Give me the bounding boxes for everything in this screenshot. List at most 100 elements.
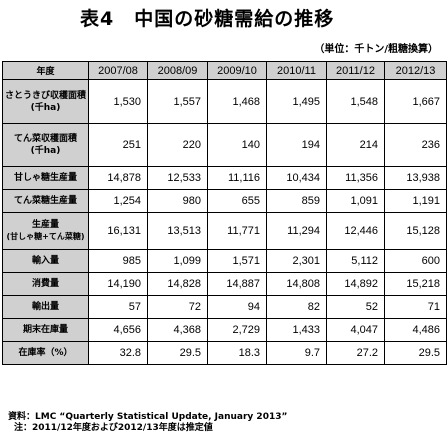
table-cell: 4,656	[88, 318, 148, 342]
estimate-note: 注：2011/12年度および2012/13年度は推定値	[14, 423, 213, 433]
row-header: 生産量 (甘しゃ糖+てん菜糖)	[2, 212, 89, 250]
row-header: 輸出量	[2, 295, 89, 319]
table-cell: 14,892	[326, 272, 385, 296]
row-sublabel: (甘しゃ糖+てん菜糖)	[6, 232, 85, 241]
row-header: さとうきび収穫面積 (千ha)	[2, 79, 89, 124]
table-title: 表4 中国の砂糖需給の推移	[80, 8, 335, 30]
table-cell: 1,557	[147, 79, 208, 124]
table-cell: 1,191	[384, 189, 447, 213]
table-cell: 14,887	[207, 272, 267, 296]
table-cell: 236	[384, 123, 447, 167]
table-cell: 1,099	[147, 249, 208, 273]
row-label: 消費量	[31, 279, 59, 289]
table-cell: 94	[207, 295, 267, 319]
footnotes: 資料：LMC “Quarterly Statistical Update, Ja…	[8, 412, 287, 434]
row-header: 期末在庫量	[2, 318, 89, 342]
table-cell: 29.5	[147, 341, 208, 365]
table-cell: 72	[147, 295, 208, 319]
table-cell: 16,131	[88, 212, 148, 250]
row-label: てん菜収穫面積	[13, 134, 77, 144]
table-cell: 13,513	[147, 212, 208, 250]
table-cell: 4,486	[384, 318, 447, 342]
table-row: てん菜糖生産量 1,254 980 655 859 1,091 1,191	[2, 189, 447, 213]
table-cell: 5,112	[326, 249, 385, 273]
table-row: 輸出量 57 72 94 82 52 71	[2, 295, 447, 319]
table-cell: 18.3	[207, 341, 267, 365]
row-label: さとうきび収穫面積	[4, 90, 86, 101]
table-cell: 600	[384, 249, 447, 273]
table-cell: 655	[207, 189, 267, 213]
table-cell: 985	[88, 249, 148, 273]
column-header: 2009/10	[207, 61, 267, 80]
column-header: 2010/11	[266, 61, 327, 80]
table-cell: 859	[266, 189, 327, 213]
table-cell: 1,433	[266, 318, 327, 342]
table-cell: 4,047	[326, 318, 385, 342]
column-header: 2011/12	[326, 61, 385, 80]
table-row: 輸入量 985 1,099 1,571 2,301 5,112 600	[2, 249, 447, 273]
table-cell: 2,301	[266, 249, 327, 273]
row-unit: (千ha)	[30, 146, 61, 156]
corner-header: 年度	[2, 61, 89, 80]
table-row: 生産量 (甘しゃ糖+てん菜糖) 16,131 13,513 11,771 11,2…	[2, 212, 447, 250]
table-cell: 2,729	[207, 318, 267, 342]
table-cell: 1,495	[266, 79, 327, 124]
row-label: てん菜糖生産量	[13, 196, 77, 206]
table-cell: 194	[266, 123, 327, 167]
row-header: 甘しゃ糖生産量	[2, 166, 89, 190]
row-header: てん菜糖生産量	[2, 189, 89, 213]
table-cell: 4,368	[147, 318, 208, 342]
table-row: 甘しゃ糖生産量 14,878 12,533 11,116 10,434 11,3…	[2, 166, 447, 190]
table-cell: 1,667	[384, 79, 447, 124]
sugar-supply-demand-table: 年度 2007/08 2008/09 2009/10 2010/11 2011/…	[2, 61, 447, 365]
table-cell: 29.5	[384, 341, 447, 365]
table-row: てん菜収穫面積 (千ha) 251 220 140 194 214 236	[2, 123, 447, 167]
table-cell: 1,468	[207, 79, 267, 124]
table-cell: 1,091	[326, 189, 385, 213]
row-header: てん菜収穫面積 (千ha)	[2, 123, 89, 167]
table-cell: 140	[207, 123, 267, 167]
table-cell: 32.8	[88, 341, 148, 365]
table-cell: 11,116	[207, 166, 267, 190]
unit-note: （単位：千トン/粗糖換算）	[314, 44, 438, 55]
header-row: 年度 2007/08 2008/09 2009/10 2010/11 2011/…	[2, 61, 447, 80]
table-cell: 15,128	[384, 212, 447, 250]
table-row: 消費量 14,190 14,828 14,887 14,808 14,892 1…	[2, 272, 447, 296]
table-cell: 9.7	[266, 341, 327, 365]
row-label: 甘しゃ糖生産量	[13, 173, 77, 183]
row-header: 輸入量	[2, 249, 89, 273]
table-cell: 11,294	[266, 212, 327, 250]
table-row: 在庫率（%） 32.8 29.5 18.3 9.7 27.2 29.5	[2, 341, 447, 365]
table-cell: 82	[266, 295, 327, 319]
column-header: 2012/13	[384, 61, 447, 80]
table-cell: 1,254	[88, 189, 148, 213]
table-cell: 12,533	[147, 166, 208, 190]
row-unit: (千ha)	[30, 102, 61, 113]
table-cell: 14,878	[88, 166, 148, 190]
row-header: 消費量	[2, 272, 89, 296]
row-label: 期末在庫量	[22, 325, 68, 335]
table-row: 期末在庫量 4,656 4,368 2,729 1,433 4,047 4,48…	[2, 318, 447, 342]
table-cell: 71	[384, 295, 447, 319]
table-row: さとうきび収穫面積 (千ha) 1,530 1,557 1,468 1,495 1…	[2, 79, 447, 124]
source-note: 資料：LMC “Quarterly Statistical Update, Ja…	[8, 412, 288, 422]
column-header: 2008/09	[147, 61, 208, 80]
table-cell: 214	[326, 123, 385, 167]
row-label: 輸出量	[31, 302, 59, 312]
table-cell: 1,530	[88, 79, 148, 124]
table-cell: 15,218	[384, 272, 447, 296]
table-cell: 12,446	[326, 212, 385, 250]
table-cell: 27.2	[326, 341, 385, 365]
table-cell: 980	[147, 189, 208, 213]
table-cell: 14,828	[147, 272, 208, 296]
row-label: 生産量	[31, 220, 59, 230]
table-cell: 251	[88, 123, 148, 167]
table-cell: 11,356	[326, 166, 385, 190]
table-cell: 10,434	[266, 166, 327, 190]
row-header: 在庫率（%）	[2, 341, 89, 365]
table-cell: 1,548	[326, 79, 385, 124]
table-cell: 14,190	[88, 272, 148, 296]
table-cell: 52	[326, 295, 385, 319]
column-header: 2007/08	[88, 61, 148, 80]
table-cell: 14,808	[266, 272, 327, 296]
